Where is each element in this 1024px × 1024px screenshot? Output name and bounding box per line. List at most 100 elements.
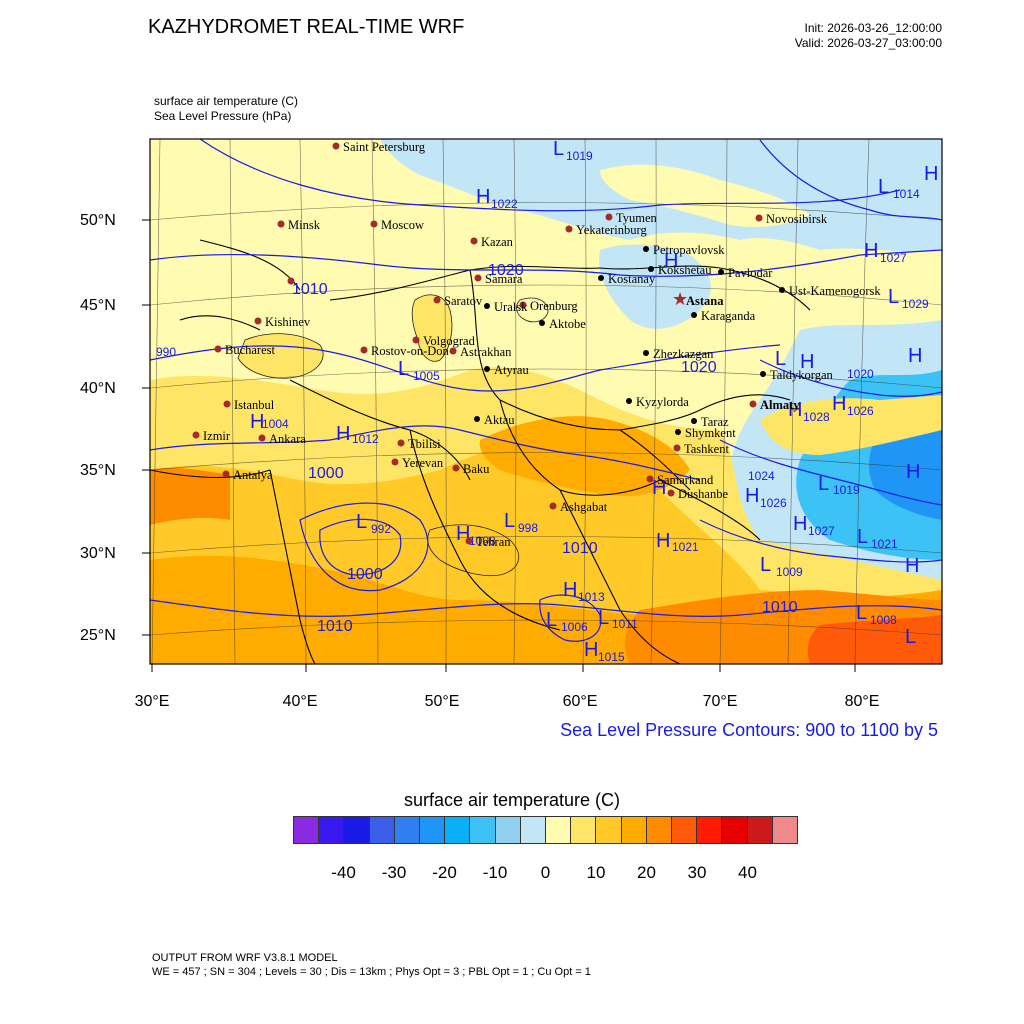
pressure-value: 1010	[317, 618, 353, 635]
city-label: Tyumen	[616, 211, 658, 225]
pressure-value: 1013	[578, 590, 605, 604]
colorbar-swatch	[772, 817, 798, 843]
colorbar-tick-label: -10	[482, 863, 508, 882]
lon-label: 40°E	[283, 693, 318, 710]
pressure-high-marker: H	[664, 250, 678, 272]
city-label: Taldykorgan	[770, 368, 834, 382]
city-markers: ★ Saint Petersburg Minsk Moscow Kazan Ye…	[192, 140, 881, 549]
pressure-value: 1014	[893, 187, 920, 201]
slp-contour-note: Sea Level Pressure Contours: 900 to 1100…	[560, 720, 938, 740]
black-sea	[237, 333, 324, 379]
colorbar-swatch	[445, 817, 471, 843]
pressure-low-marker: L	[398, 358, 409, 380]
colorbar-title: surface air temperature (C)	[403, 790, 621, 810]
pressure-value: 1028	[803, 410, 830, 424]
colorbar-swatch	[646, 817, 673, 843]
pressure-low-marker: L	[356, 511, 367, 533]
pressure-high-marker: H	[788, 399, 802, 421]
pressure-value: 1006	[561, 620, 588, 634]
colorbar-tick-label: -20	[432, 863, 457, 882]
temperature-colorbar	[293, 816, 798, 844]
pressure-high-marker: H	[800, 351, 814, 373]
colorbar-tick-label: 0	[540, 863, 551, 882]
city-label: Astrakhan	[460, 345, 512, 359]
city-label: Yerevan	[402, 456, 444, 470]
temperature-field-tarim-warm	[760, 395, 942, 455]
colorbar-tick-label: 10	[586, 863, 606, 882]
city-label: Tashkent	[684, 442, 729, 456]
city-label: Kostanay	[608, 272, 656, 286]
lat-label: 35°N	[80, 462, 116, 479]
field-pressure-label: Sea Level Pressure (hPa)	[154, 109, 292, 123]
colorbar-tick-label: 20	[637, 863, 656, 882]
colorbar-swatch	[420, 817, 446, 843]
pressure-value: 1026	[847, 404, 874, 418]
pressure-high-marker: H	[584, 639, 598, 661]
lat-label: 30°N	[80, 545, 116, 562]
pressure-value: 1004	[262, 417, 289, 431]
city-label: Antalya	[233, 468, 273, 482]
colorbar-tick-label: -40	[331, 863, 356, 882]
pressure-high-marker: H	[908, 345, 922, 367]
colorbar-swatch	[621, 817, 647, 843]
lat-label: 50°N	[80, 212, 116, 229]
colorbar-swatch	[596, 817, 622, 843]
pressure-centers: L 1019 H 1022 1020 1010 L 1005 990 H 100…	[156, 138, 938, 664]
city-label: Tbilisi	[408, 437, 441, 451]
city-label: Moscow	[381, 218, 424, 232]
lat-label: 45°N	[80, 297, 116, 314]
pressure-high-marker: H	[250, 411, 264, 433]
city-label: Rostov-on-Don	[371, 344, 450, 358]
pressure-value: 1020	[488, 262, 524, 279]
colorbar-swatch	[319, 817, 345, 843]
pressure-low-marker: L	[878, 176, 889, 198]
city-label: Yekaterinburg	[576, 223, 647, 237]
capital-star-icon: ★	[672, 289, 688, 309]
pressure-value: 1012	[352, 432, 379, 446]
pressure-value: 1011	[612, 617, 638, 631]
pressure-value: 1020	[847, 367, 874, 381]
pressure-low-marker: L	[856, 602, 867, 624]
pressure-high-marker: H	[336, 423, 350, 445]
pressure-low-marker: L	[598, 607, 609, 629]
colorbar-swatch	[546, 817, 572, 843]
pressure-low-marker: L	[905, 626, 916, 648]
pressure-high-marker: H	[652, 477, 666, 499]
pressure-value: 1027	[808, 524, 835, 538]
pressure-low-marker: L	[818, 473, 829, 495]
pressure-value: 1019	[833, 483, 860, 497]
city-label: Novosibirsk	[766, 212, 828, 226]
pressure-high-marker: H	[745, 485, 759, 507]
pressure-high-marker: H	[793, 513, 807, 535]
pressure-value: 1008	[870, 613, 897, 627]
colorbar-swatch	[672, 817, 698, 843]
pressure-low-marker: L	[760, 554, 771, 576]
temperature-field-siberia-patch	[600, 164, 810, 227]
city-label: Pavlodar	[728, 266, 773, 280]
capital-label: Astana	[686, 294, 724, 308]
pressure-high-marker: H	[476, 186, 490, 208]
lat-label: 25°N	[80, 627, 116, 644]
city-label: Karaganda	[701, 309, 756, 323]
pressure-high-marker: H	[656, 530, 670, 552]
pressure-value: 1008	[469, 534, 496, 548]
lon-label: 70°E	[703, 693, 738, 710]
pressure-value: 1019	[566, 149, 593, 163]
pressure-value: 1029	[902, 297, 929, 311]
temperature-field-tibet-coldest	[868, 425, 942, 520]
colorbar-swatch	[520, 817, 547, 843]
init-time: Init: 2026-03-26_12:00:00	[804, 21, 942, 35]
city-label: Atyrau	[494, 363, 529, 377]
pressure-value: 1015	[598, 650, 625, 664]
page-title: KAZHYDROMET REAL-TIME WRF	[148, 16, 465, 38]
colorbar-swatch	[470, 817, 496, 843]
map-panel	[150, 139, 942, 664]
footer-model: OUTPUT FROM WRF V3.8.1 MODEL	[152, 952, 338, 964]
pressure-high-marker: H	[832, 393, 846, 415]
colorbar-swatch	[495, 817, 521, 843]
city-label: Istanbul	[234, 398, 275, 412]
city-label: Tehran	[476, 535, 511, 549]
pressure-value: 998	[518, 521, 538, 535]
pressure-value: 1024	[748, 469, 775, 483]
